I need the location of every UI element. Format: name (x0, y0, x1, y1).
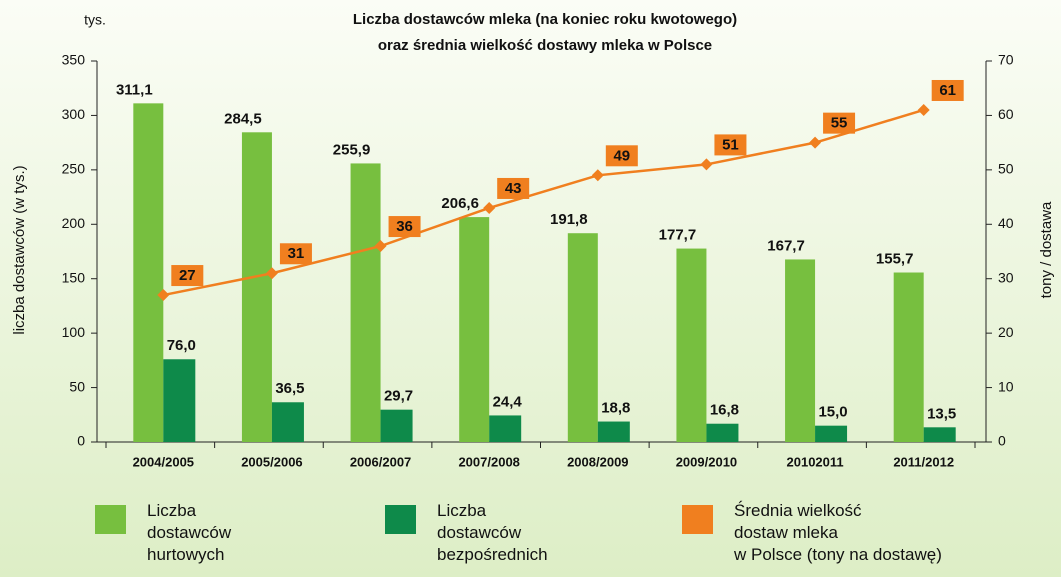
line-marker (809, 136, 822, 149)
x-tick-label: 2008/2009 (567, 454, 628, 469)
y-axis-label: liczba dostawców (w tys.) (11, 165, 28, 334)
bar (163, 359, 196, 442)
line-marker (700, 158, 713, 171)
bar (597, 421, 630, 442)
bar (271, 402, 304, 442)
x-tick-label: 2004/2005 (133, 454, 194, 469)
y2-tick-label: 10 (998, 378, 1014, 394)
bar-value-label: 24,4 (493, 393, 523, 410)
line-marker (265, 267, 278, 280)
bar-value-label: 284,5 (224, 110, 262, 127)
bar-value-label: 255,9 (333, 141, 371, 158)
line-marker (483, 201, 496, 214)
x-tick-label: 20102011 (787, 454, 844, 469)
bar (241, 132, 272, 442)
bar (706, 423, 739, 442)
legend-label: Liczba dostawców hurtowych (147, 501, 232, 564)
value-label-box (714, 134, 747, 156)
bar (133, 103, 164, 442)
bar (350, 163, 381, 442)
bar (489, 415, 522, 442)
y-tick-label: 350 (62, 52, 86, 68)
x-tick-label: 2005/2006 (241, 454, 302, 469)
line-value-label: 55 (831, 115, 848, 132)
bar (785, 259, 816, 442)
legend-label: Średnia wielkość dostaw mleka w Polsce (… (734, 501, 942, 564)
value-label-box (497, 177, 530, 199)
legend-swatch (95, 505, 126, 534)
line-value-label: 27 (179, 267, 196, 284)
bar-value-label: 206,6 (441, 195, 479, 212)
line-marker (917, 103, 930, 116)
bar-value-label: 167,7 (767, 237, 805, 254)
chart-title: Liczba dostawców mleka (na koniec roku k… (353, 11, 737, 28)
chart-title: oraz średnia wielkość dostawy mleka w Po… (378, 37, 712, 54)
y2-tick-label: 40 (998, 215, 1014, 231)
bar (567, 233, 598, 442)
y-tick-label: 100 (62, 324, 86, 340)
y-tick-label: 300 (62, 106, 86, 122)
x-tick-label: 2011/2012 (893, 454, 954, 469)
line-marker (157, 289, 170, 302)
y2-tick-label: 0 (998, 433, 1006, 449)
bar-value-label: 177,7 (659, 227, 697, 244)
bar-value-label: 29,7 (384, 388, 413, 405)
y-tick-label: 50 (69, 378, 85, 394)
value-label-box (171, 265, 204, 287)
bar-value-label: 36,5 (275, 380, 304, 397)
unit-label: tys. (84, 12, 106, 28)
bar (459, 217, 490, 442)
line (163, 108, 925, 297)
y2-tick-label: 60 (998, 106, 1014, 122)
legend-swatch (385, 505, 416, 534)
bar-value-label: 15,0 (818, 404, 847, 421)
line-value-label: 49 (613, 147, 630, 164)
value-label-box (279, 243, 312, 265)
bar-value-label: 191,8 (550, 211, 588, 228)
legend-swatch (682, 505, 713, 534)
bar (676, 248, 707, 442)
bar-value-label: 13,5 (927, 405, 956, 422)
y2-axis-label: tony / dostawa (1038, 201, 1055, 298)
x-tick-label: 2006/2007 (350, 454, 411, 469)
y2-tick-label: 70 (998, 52, 1014, 68)
x-tick-label: 2007/2008 (458, 454, 519, 469)
value-label-box (823, 112, 856, 134)
bar-value-label: 311,1 (116, 81, 153, 98)
line-marker (374, 240, 387, 253)
y-tick-label: 150 (62, 269, 86, 285)
line-value-label: 43 (505, 180, 522, 197)
bar (815, 425, 848, 442)
value-label-box (931, 79, 964, 101)
y2-tick-label: 30 (998, 269, 1014, 285)
bar (923, 427, 956, 442)
line-value-label: 31 (288, 245, 305, 262)
y-tick-label: 200 (62, 215, 86, 231)
line-marker (591, 169, 604, 182)
line-value-label: 61 (939, 82, 956, 99)
bar (380, 409, 413, 442)
value-label-box (388, 216, 421, 238)
line-value-label: 36 (396, 218, 413, 235)
value-label-box (605, 145, 638, 167)
legend-label: Liczba dostawców bezpośrednich (437, 501, 548, 564)
bar-value-label: 155,7 (876, 250, 914, 267)
y-tick-label: 0 (77, 433, 85, 449)
bar-value-label: 76,0 (167, 337, 196, 354)
y2-tick-label: 20 (998, 324, 1014, 340)
bar-value-label: 18,8 (601, 400, 630, 417)
x-tick-label: 2009/2010 (676, 454, 737, 469)
y-tick-label: 250 (62, 161, 86, 177)
bar-value-label: 16,8 (710, 402, 739, 419)
bar (893, 272, 924, 442)
y2-tick-label: 50 (998, 161, 1014, 177)
line-value-label: 51 (722, 136, 739, 153)
